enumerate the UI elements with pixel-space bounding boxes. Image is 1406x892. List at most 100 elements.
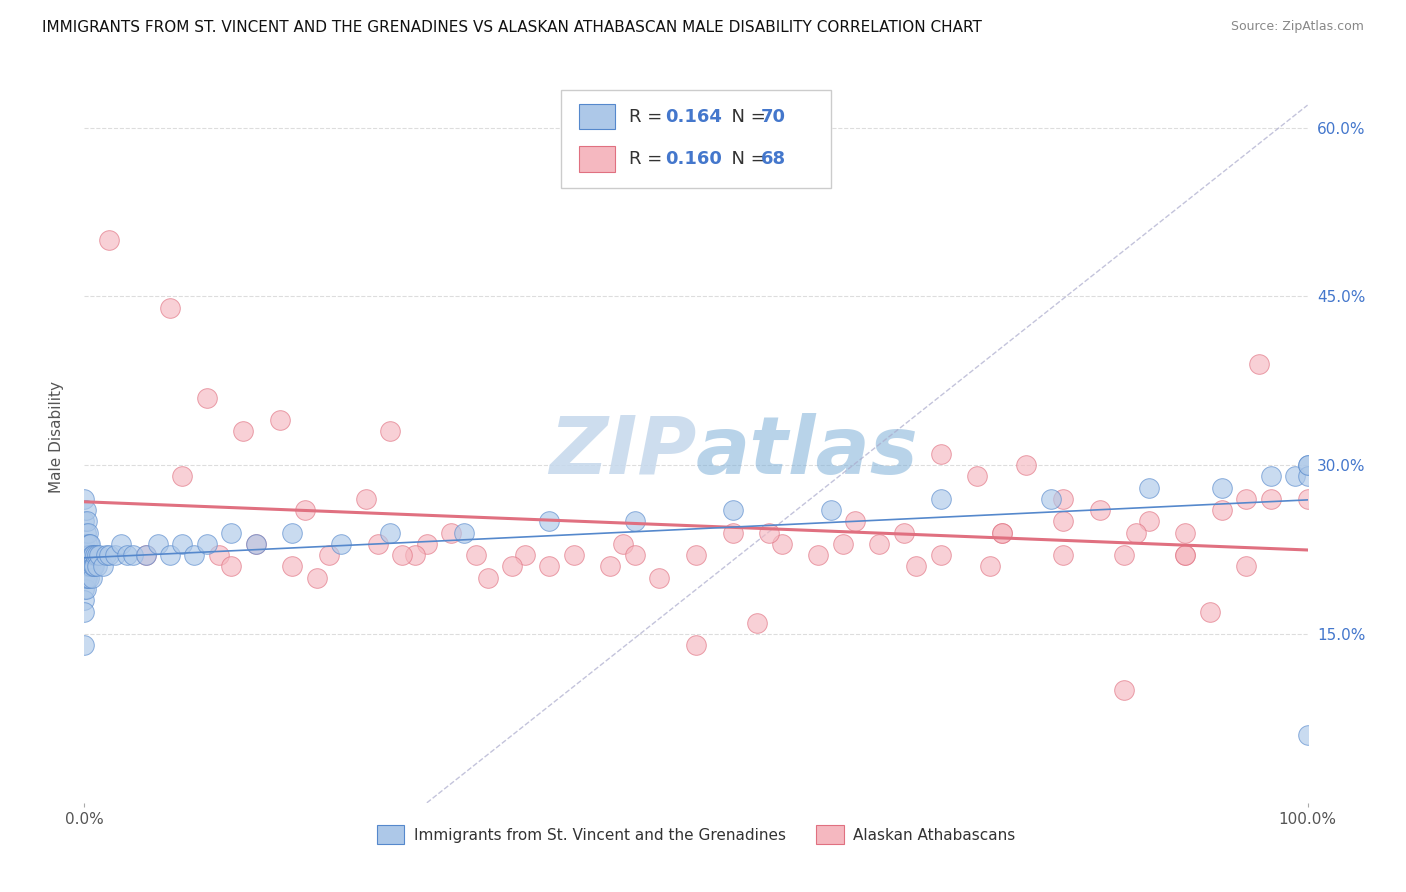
Point	[380, 425, 402, 439]
Point	[75, 525, 97, 540]
Point	[76, 559, 98, 574]
Point	[929, 491, 952, 506]
Point	[86, 559, 108, 574]
Point	[80, 571, 103, 585]
Point	[538, 515, 561, 529]
Point	[110, 537, 132, 551]
Point	[75, 548, 97, 562]
Point	[721, 503, 744, 517]
Point	[464, 548, 486, 562]
Text: 68: 68	[761, 150, 786, 168]
Point	[281, 559, 304, 574]
Point	[538, 559, 561, 574]
Point	[269, 413, 291, 427]
Point	[1052, 491, 1074, 506]
Point	[831, 537, 853, 551]
Point	[1236, 559, 1258, 574]
Point	[721, 525, 744, 540]
Point	[77, 548, 100, 562]
Point	[104, 548, 127, 562]
Point	[1211, 503, 1233, 517]
Point	[966, 469, 988, 483]
Point	[416, 537, 439, 551]
Point	[1052, 515, 1074, 529]
Point	[87, 548, 110, 562]
Point	[135, 548, 157, 562]
Point	[79, 537, 101, 551]
Point	[135, 548, 157, 562]
FancyBboxPatch shape	[561, 90, 831, 188]
Point	[1296, 491, 1319, 506]
Point	[1198, 605, 1220, 619]
Point	[599, 559, 621, 574]
Point	[477, 571, 499, 585]
Point	[1296, 728, 1319, 742]
Point	[76, 571, 98, 585]
Text: R =: R =	[628, 150, 668, 168]
Point	[391, 548, 413, 562]
Point	[77, 548, 100, 562]
Point	[624, 548, 647, 562]
Point	[1174, 525, 1197, 540]
Point	[73, 593, 96, 607]
Point	[76, 537, 98, 551]
Point	[232, 425, 254, 439]
Point	[502, 559, 524, 574]
Point	[905, 559, 928, 574]
Point	[75, 559, 97, 574]
Text: 0.160: 0.160	[665, 150, 723, 168]
Point	[82, 548, 104, 562]
Point	[1052, 548, 1074, 562]
Point	[929, 548, 952, 562]
Point	[159, 548, 181, 562]
Point	[80, 548, 103, 562]
Point	[73, 559, 96, 574]
Point	[77, 525, 100, 540]
Point	[354, 491, 377, 506]
Point	[1174, 548, 1197, 562]
Point	[122, 548, 145, 562]
Point	[195, 391, 218, 405]
Y-axis label: Male Disability: Male Disability	[49, 381, 65, 493]
Point	[685, 548, 707, 562]
Text: R =: R =	[628, 108, 668, 126]
Point	[330, 537, 353, 551]
Point	[73, 582, 96, 596]
Point	[79, 559, 101, 574]
Point	[893, 525, 915, 540]
FancyBboxPatch shape	[578, 146, 616, 171]
Point	[86, 548, 108, 562]
Point	[77, 571, 100, 585]
Point	[1015, 458, 1038, 473]
Text: IMMIGRANTS FROM ST. VINCENT AND THE GRENADINES VS ALASKAN ATHABASCAN MALE DISABI: IMMIGRANTS FROM ST. VINCENT AND THE GREN…	[42, 20, 981, 35]
Text: ZIP: ZIP	[548, 413, 696, 491]
Point	[1088, 503, 1111, 517]
Text: N =: N =	[720, 108, 772, 126]
Point	[562, 548, 585, 562]
Point	[281, 525, 304, 540]
Text: atlas: atlas	[696, 413, 918, 491]
Point	[195, 537, 218, 551]
Point	[82, 559, 104, 574]
Point	[73, 491, 96, 506]
Point	[73, 605, 96, 619]
Point	[146, 537, 169, 551]
Point	[453, 525, 475, 540]
Point	[624, 515, 647, 529]
Text: N =: N =	[720, 150, 772, 168]
Point	[685, 638, 707, 652]
Point	[245, 537, 267, 551]
Point	[770, 537, 793, 551]
Point	[96, 548, 118, 562]
Point	[820, 503, 842, 517]
Point	[1174, 548, 1197, 562]
Point	[73, 638, 96, 652]
Point	[183, 548, 205, 562]
Point	[1296, 458, 1319, 473]
Legend: Immigrants from St. Vincent and the Grenadines, Alaskan Athabascans: Immigrants from St. Vincent and the Gren…	[371, 819, 1021, 850]
Point	[172, 469, 194, 483]
Point	[77, 537, 100, 551]
Point	[1114, 683, 1136, 698]
Point	[208, 548, 231, 562]
Point	[1247, 357, 1270, 371]
